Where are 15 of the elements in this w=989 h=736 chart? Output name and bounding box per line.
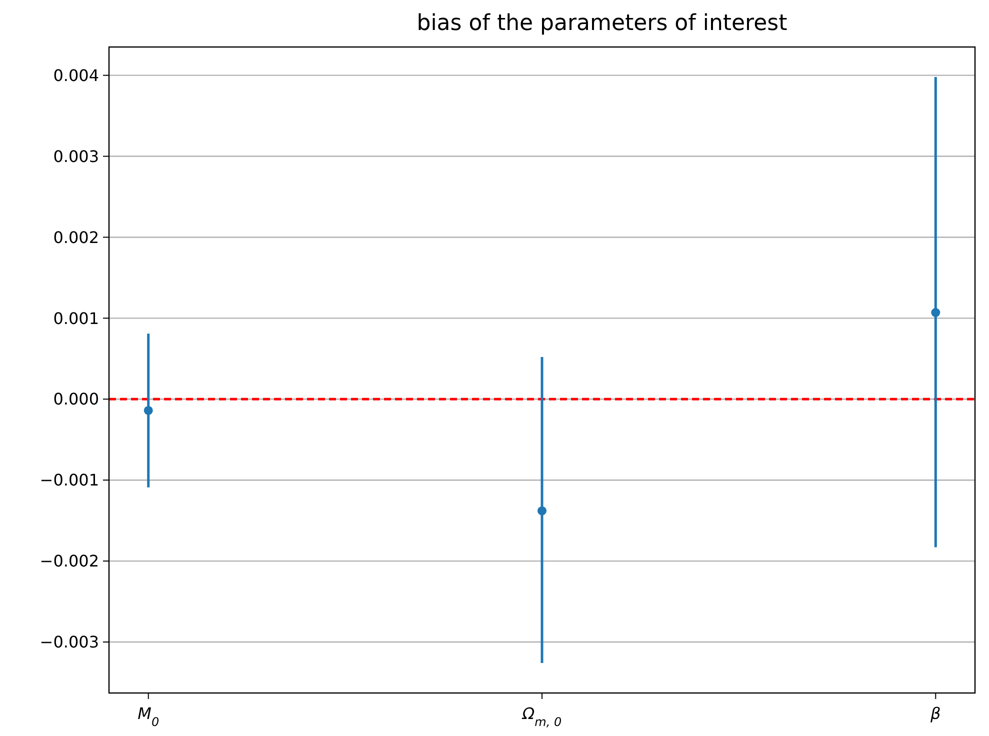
x-tick-label: β [930,704,941,723]
y-tick-label: −0.001 [40,470,99,490]
y-tick-label: 0.003 [53,146,99,166]
y-tick-label: 0.001 [53,308,99,328]
y-tick-label: 0.000 [53,390,99,409]
point [144,406,153,415]
x-tick-label: Ω$_{m, 0}$ [521,704,562,729]
y-tick-label: 0.002 [53,228,99,247]
x-tick-label: M$_{0}$ [138,704,160,729]
point [931,308,940,318]
y-tick-label: −0.002 [40,552,99,571]
y-tick-label: −0.003 [40,632,99,652]
chart-title: bias of the parameters of interest [416,11,788,36]
y-tick-label: 0.004 [53,66,99,85]
point [538,506,546,516]
